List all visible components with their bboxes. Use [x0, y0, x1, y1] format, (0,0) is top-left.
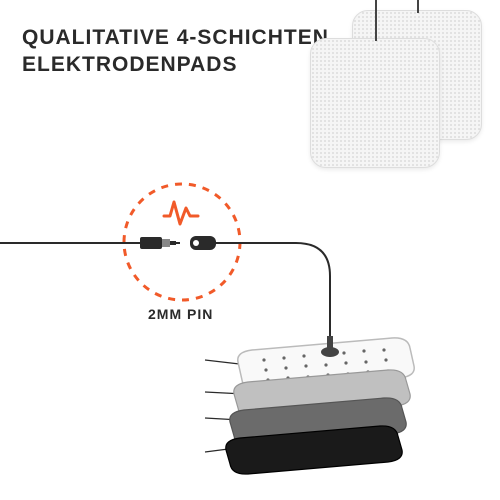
- pad-wire: [375, 0, 377, 41]
- title-line-1: QUALITATIVE 4-SCHICHTEN: [22, 26, 329, 49]
- pin-label: 2MM PIN: [148, 306, 213, 322]
- main-title: QUALITATIVE 4-SCHICHTEN ELEKTRODENPADS: [22, 24, 329, 79]
- electrode-pads-illustration: [307, 0, 482, 165]
- electrode-pad-front: [310, 38, 440, 168]
- male-jack-icon: [140, 237, 180, 249]
- layer-stack-diagram: [222, 336, 422, 476]
- pulse-icon: [164, 202, 198, 224]
- female-jack-icon: [190, 236, 216, 250]
- pad-wire: [417, 0, 419, 13]
- title-line-2: ELEKTRODENPADS: [22, 53, 237, 76]
- pin-connector-diagram: [118, 178, 246, 306]
